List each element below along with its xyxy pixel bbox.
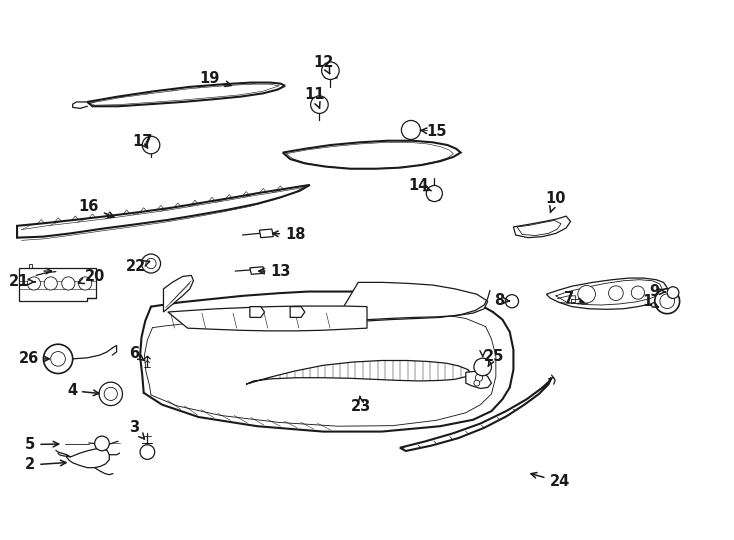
Text: 15: 15 bbox=[421, 124, 447, 139]
Polygon shape bbox=[168, 306, 367, 331]
Circle shape bbox=[44, 277, 57, 290]
Text: 4: 4 bbox=[67, 383, 99, 398]
Text: 25: 25 bbox=[484, 349, 504, 367]
Polygon shape bbox=[19, 268, 96, 301]
Circle shape bbox=[660, 294, 675, 308]
Circle shape bbox=[655, 289, 680, 314]
Polygon shape bbox=[87, 83, 285, 106]
Circle shape bbox=[631, 286, 644, 299]
Polygon shape bbox=[546, 278, 667, 309]
Circle shape bbox=[426, 185, 443, 201]
Circle shape bbox=[104, 387, 117, 401]
Polygon shape bbox=[164, 275, 194, 312]
Circle shape bbox=[667, 287, 679, 299]
Text: 18: 18 bbox=[272, 227, 305, 242]
Text: 9: 9 bbox=[650, 284, 666, 299]
Circle shape bbox=[62, 277, 75, 290]
Text: 16: 16 bbox=[79, 199, 114, 218]
Text: 13: 13 bbox=[259, 264, 291, 279]
Polygon shape bbox=[283, 141, 461, 168]
Text: 11: 11 bbox=[304, 87, 324, 108]
Circle shape bbox=[608, 286, 623, 300]
Text: 3: 3 bbox=[129, 420, 145, 439]
Circle shape bbox=[474, 380, 480, 386]
Text: 10: 10 bbox=[545, 191, 565, 212]
Circle shape bbox=[146, 259, 156, 269]
Text: 26: 26 bbox=[18, 352, 49, 366]
Text: 22: 22 bbox=[126, 259, 150, 274]
Circle shape bbox=[27, 277, 40, 290]
Circle shape bbox=[321, 62, 339, 79]
Polygon shape bbox=[259, 229, 273, 238]
Circle shape bbox=[401, 120, 421, 139]
Polygon shape bbox=[17, 185, 310, 238]
Text: 20: 20 bbox=[79, 269, 106, 284]
Polygon shape bbox=[246, 361, 471, 384]
Polygon shape bbox=[250, 267, 264, 274]
Polygon shape bbox=[67, 449, 109, 468]
Polygon shape bbox=[400, 377, 551, 451]
Circle shape bbox=[51, 352, 65, 366]
Text: 6: 6 bbox=[129, 346, 145, 361]
Text: 12: 12 bbox=[313, 55, 334, 73]
Circle shape bbox=[140, 445, 155, 460]
Polygon shape bbox=[513, 216, 570, 238]
Polygon shape bbox=[290, 307, 305, 318]
Polygon shape bbox=[250, 307, 264, 318]
Circle shape bbox=[310, 96, 328, 113]
Text: 8: 8 bbox=[494, 293, 509, 308]
Text: 7: 7 bbox=[564, 291, 584, 306]
Text: 23: 23 bbox=[351, 396, 371, 414]
Circle shape bbox=[142, 136, 160, 154]
Circle shape bbox=[43, 344, 73, 374]
Text: 17: 17 bbox=[133, 134, 153, 150]
Polygon shape bbox=[466, 372, 492, 388]
Text: 21: 21 bbox=[9, 274, 35, 289]
Circle shape bbox=[142, 254, 161, 273]
Text: 5: 5 bbox=[25, 437, 59, 452]
Circle shape bbox=[474, 358, 492, 376]
Circle shape bbox=[506, 295, 518, 308]
Text: 19: 19 bbox=[200, 71, 231, 86]
Circle shape bbox=[79, 277, 92, 290]
Text: 1: 1 bbox=[642, 294, 658, 309]
Circle shape bbox=[99, 382, 123, 406]
Circle shape bbox=[578, 286, 595, 303]
Polygon shape bbox=[334, 282, 488, 323]
Text: 24: 24 bbox=[531, 472, 570, 489]
Circle shape bbox=[476, 374, 483, 381]
Circle shape bbox=[95, 436, 109, 451]
Text: 14: 14 bbox=[408, 178, 431, 193]
Text: 2: 2 bbox=[25, 457, 66, 472]
